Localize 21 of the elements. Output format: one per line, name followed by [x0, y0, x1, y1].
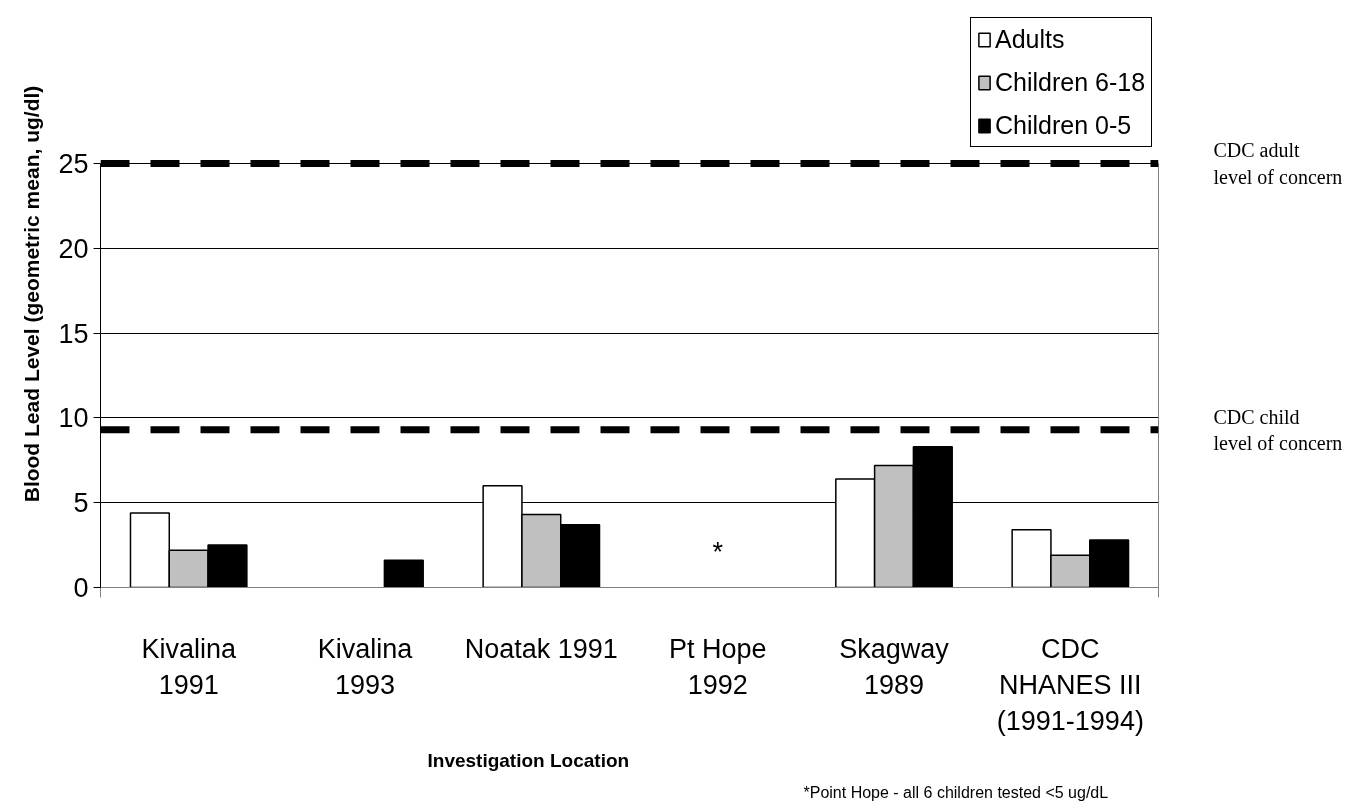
legend-label: Children 6-18: [995, 67, 1146, 97]
y-tick-label: 10: [58, 403, 89, 434]
y-tick-label: 20: [58, 233, 89, 264]
x-tick-label: Kivalina 1993: [317, 633, 414, 700]
x-tick-label: Pt Hope 1992: [668, 633, 767, 700]
ref-line-label: CDC adult level of concern: [1213, 139, 1343, 188]
y-tick-label: 0: [73, 573, 89, 603]
x-tick-label: Noatak 1991: [464, 633, 618, 664]
text: *Point Hope - all 6 children tested <5 ug/dL: [803, 783, 1109, 801]
x-tick-label: Skagway 1989: [839, 633, 950, 700]
legend-label: Adults: [995, 24, 1065, 54]
y-tick-label: 25: [58, 149, 89, 179]
ref-line-label: CDC child level of concern: [1213, 405, 1343, 454]
x-axis-title: Investigation Location: [427, 750, 630, 771]
x-tick-label: Kivalina 1991: [141, 633, 237, 700]
x-tick-label: CDC NHANES III (1991-1994): [996, 633, 1144, 736]
y-tick-label: 5: [73, 488, 89, 519]
legend-label: Children 0-5: [995, 110, 1132, 140]
y-axis-title: Blood Lead Level (geometric mean, ug/dl): [20, 85, 44, 503]
y-tick-label: 15: [58, 318, 89, 349]
annotation: *: [712, 536, 724, 567]
